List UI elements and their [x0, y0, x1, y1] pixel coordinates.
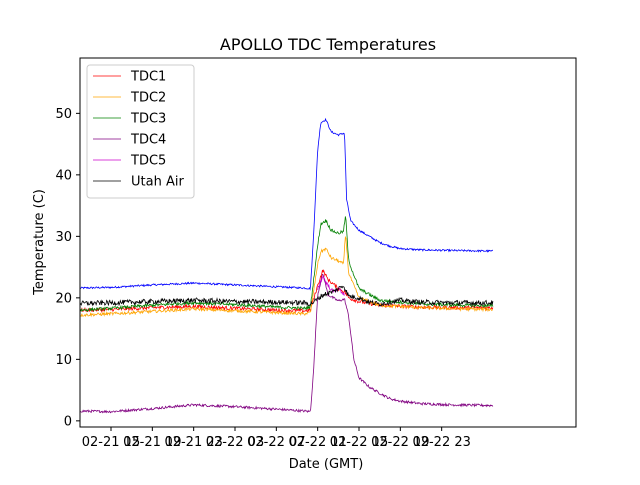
series-layer: [79, 117, 494, 414]
legend-label: TDC2: [130, 91, 166, 106]
legend-label: TDC5: [130, 154, 166, 169]
chart-title: APOLLO TDC Temperatures: [220, 35, 436, 54]
legend-box: [86, 64, 195, 199]
x-tick-label: 02-21 19: [123, 435, 181, 450]
series-line-tdc3: [79, 216, 494, 313]
y-tick-label: 20: [55, 291, 72, 306]
y-tick-label: 30: [55, 230, 72, 245]
y-axis: 0 10 20 30 40 50: [55, 107, 80, 429]
series-line-tdc1: [79, 269, 494, 314]
series-line-tdc2: [79, 235, 493, 318]
x-tick-label: 02-22 11: [288, 435, 346, 450]
legend: TDC1 TDC2 TDC3 TDC4 TDC5 Utah Air: [86, 64, 195, 199]
y-tick-label: 50: [55, 107, 72, 122]
legend-label: TDC4: [130, 133, 166, 148]
x-axis-label: Date (GMT): [289, 457, 364, 472]
legend-label: TDC1: [130, 70, 166, 85]
x-tick-label: 02-22 23: [412, 435, 470, 450]
x-tick-label: 02-22 03: [206, 435, 264, 450]
legend-label: Utah Air: [131, 175, 184, 190]
y-axis-label: Temperature (C): [32, 189, 47, 296]
x-tick-label: 02-21 23: [164, 435, 222, 450]
x-tick-label: 02-22 07: [247, 435, 305, 450]
plot-frame: [79, 57, 577, 428]
y-tick-label: 10: [55, 353, 72, 368]
series-line-utah-air: [79, 285, 494, 307]
x-tick-label: 02-21 15: [82, 435, 140, 450]
y-tick-label: 0: [64, 414, 72, 429]
legend-label: TDC3: [130, 112, 166, 127]
y-tick-label: 40: [55, 168, 72, 183]
series-line-utah-air-ambient-blue-: [79, 117, 494, 291]
x-tick-label: 02-22 19: [371, 435, 429, 450]
series-line-tdc4: [79, 273, 494, 414]
x-tick-label: 02-22 15: [330, 435, 388, 450]
series-line-tdc5: [317, 274, 345, 296]
